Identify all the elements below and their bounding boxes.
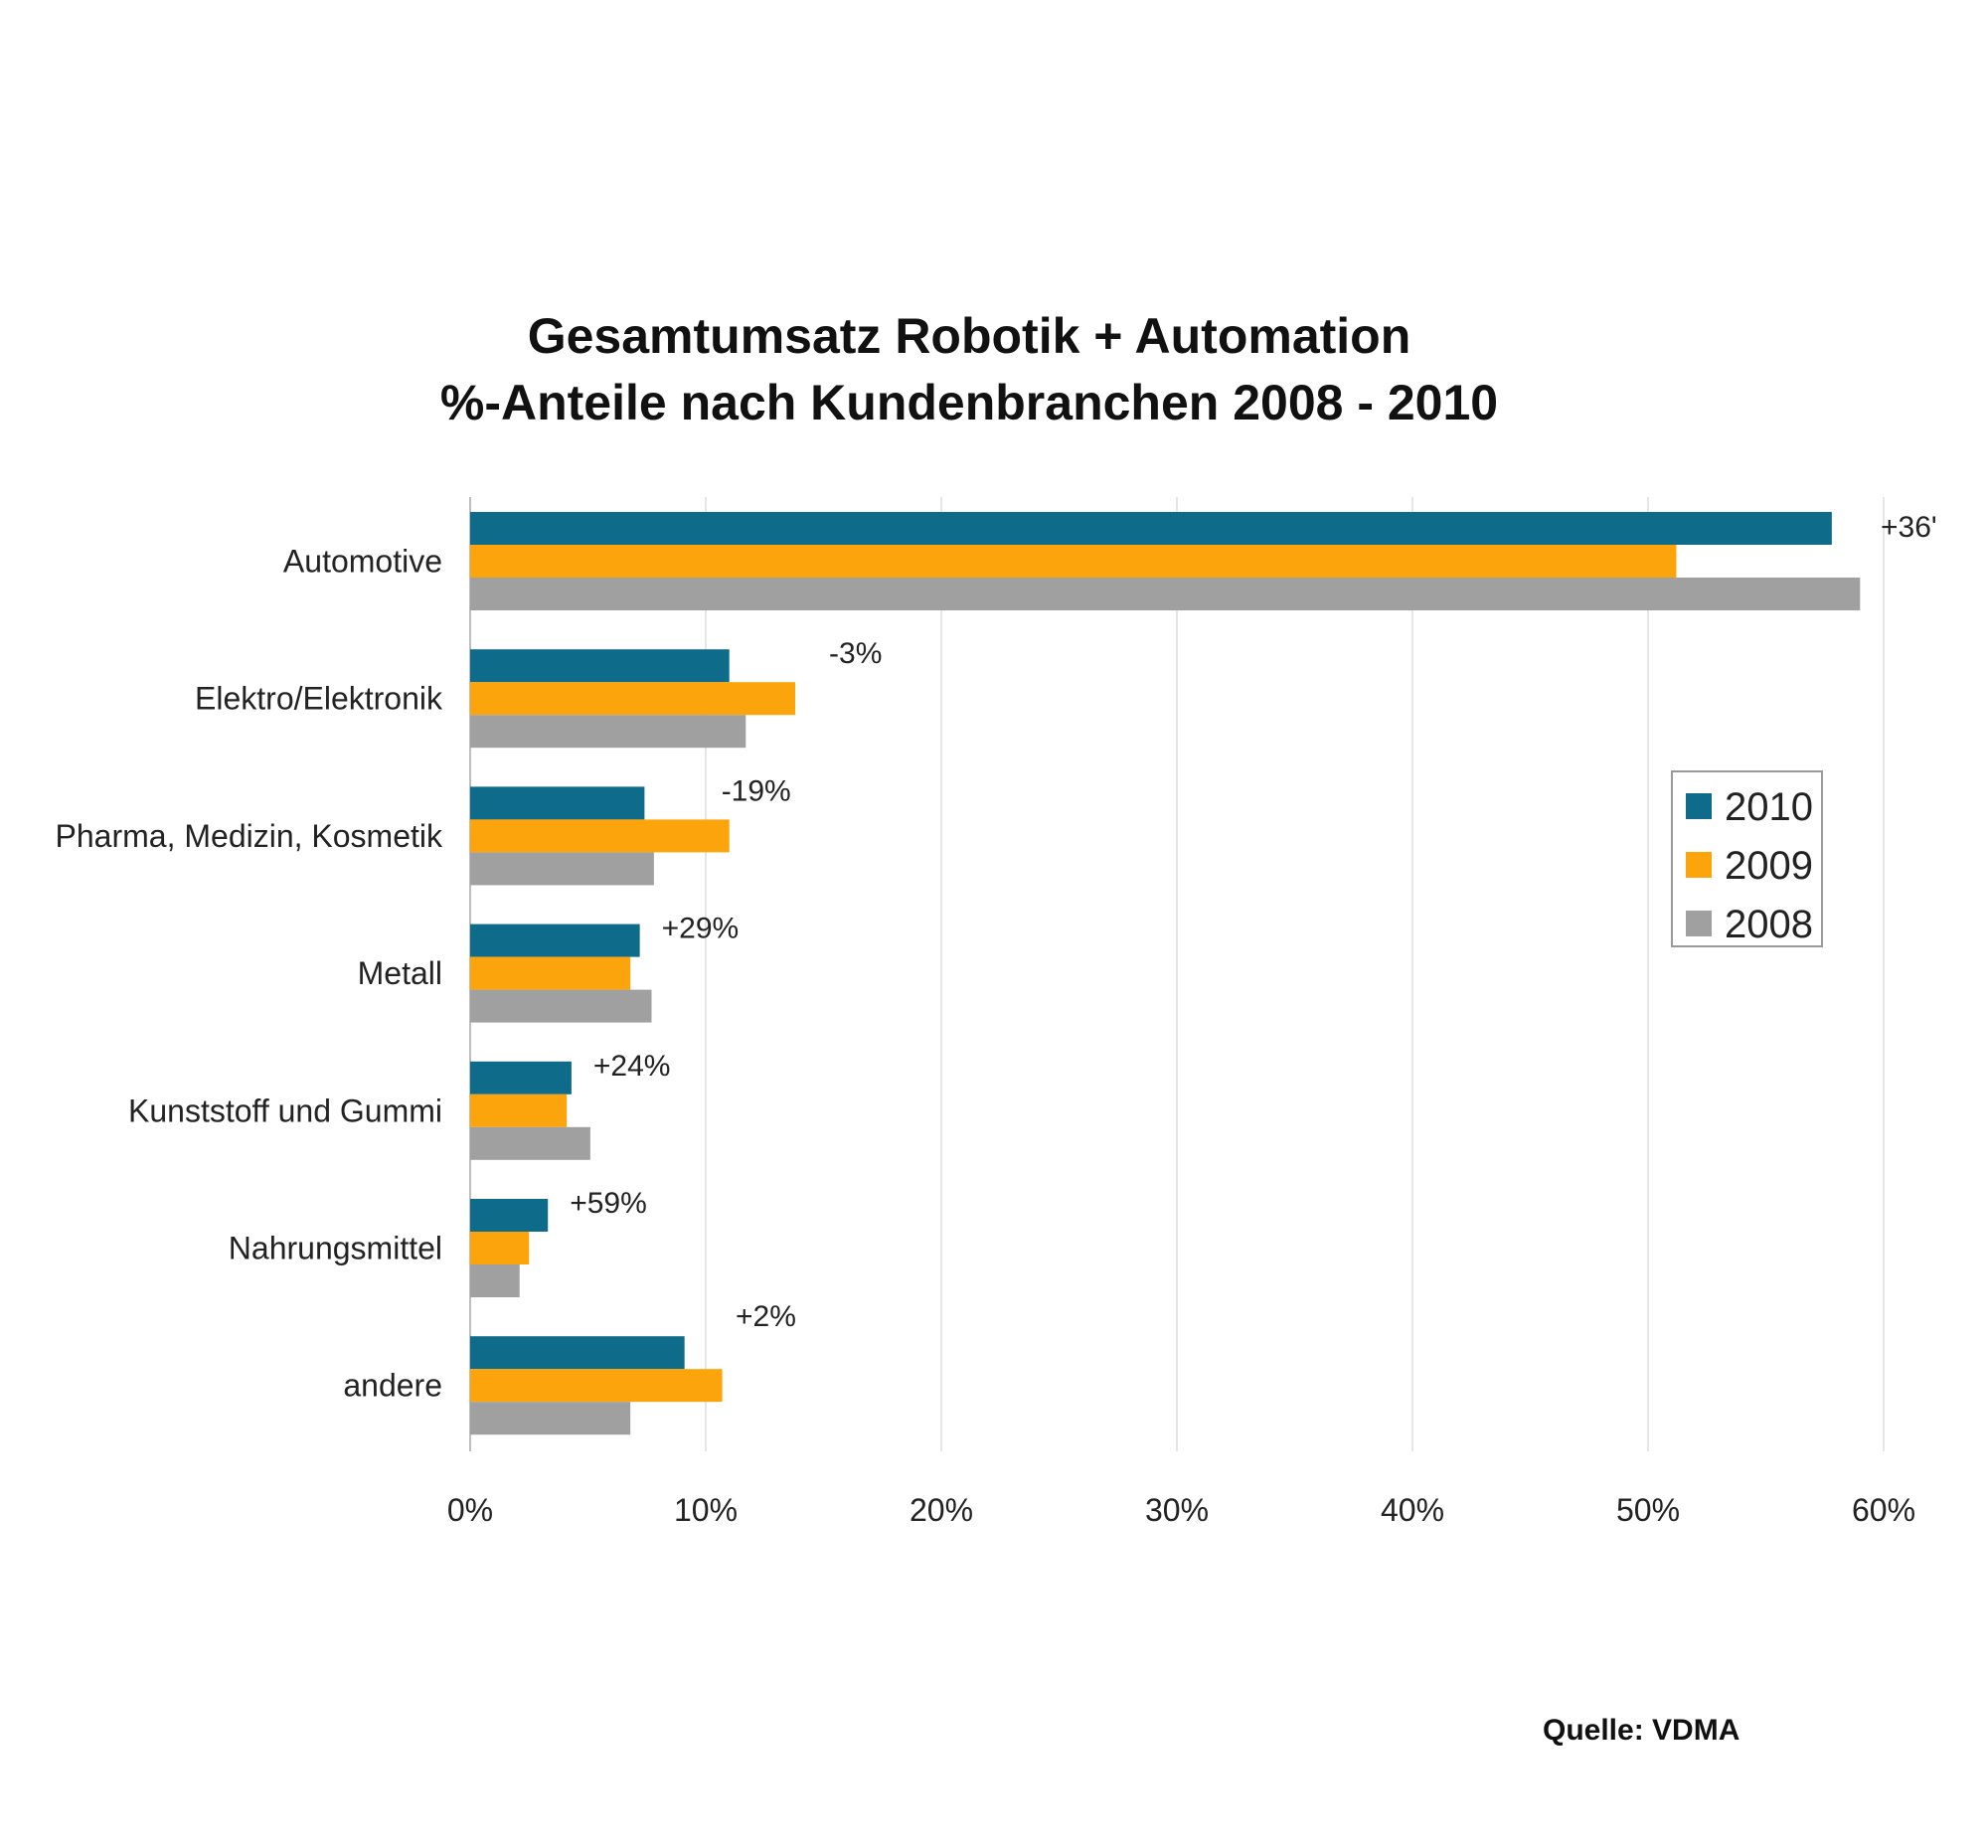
chart-subtitle: %-Anteile nach Kundenbranchen 2008 - 201… [440,375,1498,430]
bar-2009 [470,682,796,716]
x-tick-label: 10% [674,1492,738,1528]
x-tick-label: 30% [1145,1492,1209,1528]
bar-2008 [470,1126,590,1160]
bar-2009 [470,956,631,990]
chart-title: Gesamtumsatz Robotik + Automation [528,308,1411,364]
x-tick-label: 20% [910,1492,973,1528]
x-tick-label: 60% [1852,1492,1915,1528]
category-label: Elektro/Elektronik [195,681,443,717]
bar-2009 [470,1369,723,1403]
change-annotation: +59% [570,1187,647,1220]
category-label: Pharma, Medizin, Kosmetik [56,818,443,854]
category-label: Nahrungsmittel [229,1231,442,1266]
category-label: Kunststoff und Gummi [128,1092,442,1128]
bars [470,512,1861,1435]
change-annotation: +29% [662,913,740,945]
category-label: andere [343,1368,442,1404]
bar-2010 [470,1061,572,1094]
legend: 2010 2009 2008 [1671,770,1823,947]
x-tick-label: 40% [1381,1492,1444,1528]
bar-2008 [470,578,1861,610]
bar-2009 [470,819,730,853]
bar-2008 [470,989,652,1023]
category-labels: Automotive Elektro/Elektronik Pharma, Medi… [56,544,443,1404]
bar-2010 [470,1199,549,1232]
bar-2010 [470,786,645,820]
change-annotation: -19% [722,774,791,807]
bar-2010 [470,924,640,957]
gridlines [705,497,1885,1451]
change-annotation: +2% [736,1300,796,1333]
legend-swatch-2008 [1686,911,1712,936]
bar-2008 [470,715,746,749]
x-tick-label: 0% [447,1492,493,1528]
bar-2009 [470,545,1677,578]
bar-2008 [470,1264,520,1297]
change-annotation: +24% [593,1050,671,1083]
bar-2010 [470,1336,685,1370]
legend-label-2010: 2010 [1725,785,1813,829]
bar-2010 [470,512,1832,545]
legend-swatch-2010 [1686,793,1712,819]
category-label: Automotive [283,544,442,580]
legend-label-2008: 2008 [1725,903,1813,946]
legend-label-2009: 2009 [1725,844,1813,888]
change-annotation: -3% [829,637,882,670]
bar-2010 [470,649,730,683]
bar-2009 [470,1232,530,1264]
bar-2009 [470,1093,568,1127]
category-label: Metall [358,955,442,991]
legend-swatch-2009 [1686,852,1712,878]
change-annotation: +36' [1881,511,1937,544]
source-note: Quelle: VDMA [1543,1714,1740,1747]
x-tick-label: 50% [1616,1492,1680,1528]
bar-2008 [470,852,654,886]
annotations: +36' -3% -19% +29% +24% +59% +2% [570,511,1936,1333]
x-tick-labels: 0% 10% 20% 30% 40% 50% 60% [447,1492,1915,1528]
bar-2008 [470,1402,631,1435]
